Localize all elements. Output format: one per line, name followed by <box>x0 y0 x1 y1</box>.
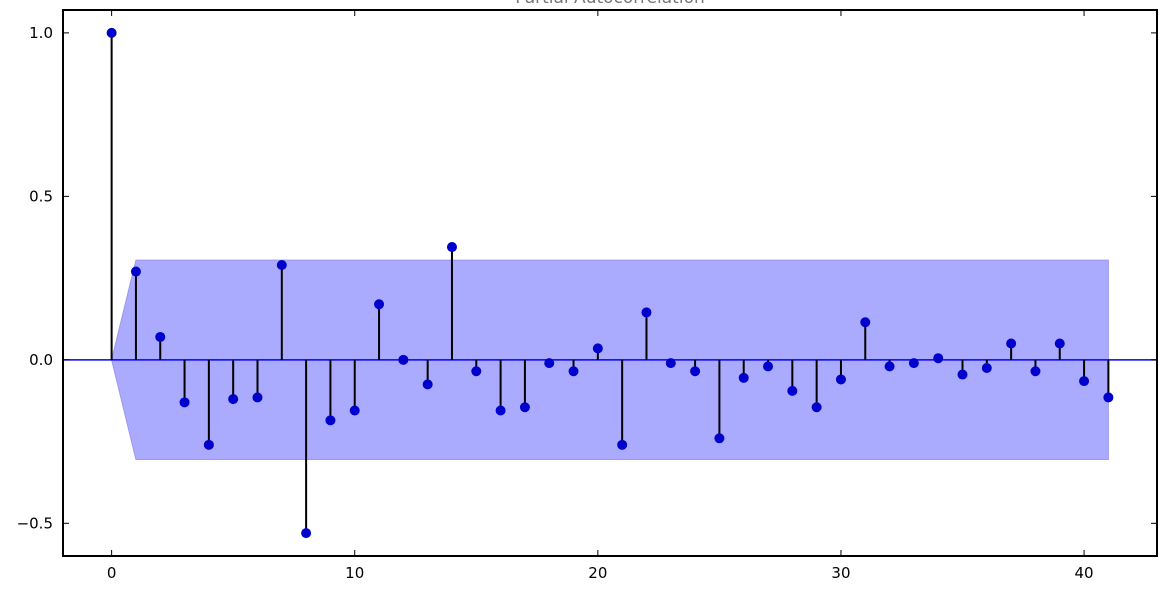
data-point <box>446 242 457 253</box>
x-tick-label: 30 <box>831 564 850 582</box>
data-point <box>325 415 336 426</box>
chart-title: Partial Autocorrelation <box>515 0 705 8</box>
y-tick-label: 1.0 <box>29 24 53 42</box>
data-point <box>1006 338 1017 349</box>
marker-layer <box>106 27 1114 539</box>
data-point <box>568 366 579 377</box>
data-point <box>738 372 749 383</box>
data-point <box>179 397 190 408</box>
data-point <box>398 354 409 365</box>
data-point <box>981 363 992 374</box>
data-point <box>933 353 944 364</box>
data-point <box>641 307 652 318</box>
x-tick-label: 20 <box>588 564 607 582</box>
x-tick-label: 0 <box>107 564 117 582</box>
data-point <box>860 317 871 328</box>
data-point <box>592 343 603 354</box>
data-point <box>1079 376 1090 387</box>
x-tick-label: 40 <box>1075 564 1094 582</box>
x-tick-label: 10 <box>345 564 364 582</box>
data-point <box>1054 338 1065 349</box>
data-point <box>544 358 555 369</box>
data-point <box>714 433 725 444</box>
data-point <box>422 379 433 390</box>
data-point <box>130 266 141 277</box>
data-point <box>276 260 287 271</box>
axes-frame <box>62 9 1158 557</box>
data-point <box>155 331 166 342</box>
data-point <box>787 385 798 396</box>
data-point <box>957 369 968 380</box>
y-tick-label: −0.5 <box>17 514 53 532</box>
tick-layer: 0 10 20 30 40 1.0 0.5 0.0 −0.5 <box>17 10 1157 582</box>
y-tick-label: 0.5 <box>29 187 53 205</box>
data-point <box>884 361 895 372</box>
data-point <box>835 374 846 385</box>
stem-layer <box>110 32 1110 534</box>
data-point <box>519 402 530 413</box>
data-point <box>349 405 360 416</box>
plot-frame <box>62 9 1158 557</box>
data-point <box>690 366 701 377</box>
data-point <box>1030 366 1041 377</box>
data-point <box>908 358 919 369</box>
data-point <box>228 394 239 405</box>
data-point <box>374 299 385 310</box>
data-point <box>763 361 774 372</box>
data-point <box>1103 392 1114 403</box>
data-point <box>301 528 312 539</box>
y-tick-label: 0.0 <box>29 351 53 369</box>
data-point <box>665 358 676 369</box>
data-point <box>203 439 214 450</box>
data-point <box>617 439 628 450</box>
data-point <box>106 27 117 38</box>
data-point <box>471 366 482 377</box>
data-point <box>811 402 822 413</box>
data-point <box>252 392 263 403</box>
data-point <box>495 405 506 416</box>
